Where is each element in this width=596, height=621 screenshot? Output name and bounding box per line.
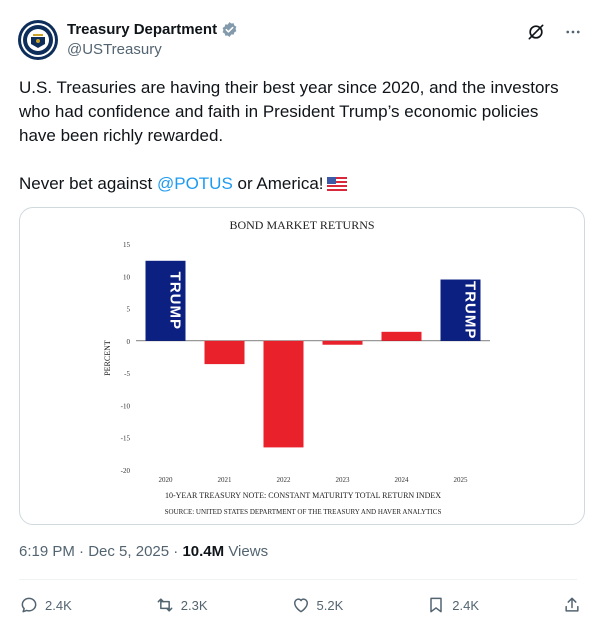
bar-label-2020: TRUMP bbox=[167, 272, 184, 330]
tweet-media-chart[interactable]: TRUMP TRUMP 15 10 5 0 -5 -10 -15 -20 2020 2021 2022… bbox=[19, 207, 585, 525]
share-button[interactable] bbox=[562, 595, 582, 615]
tweet-paragraph-2: Never bet against @POTUS or America! bbox=[19, 172, 579, 196]
author-info[interactable]: Treasury Department @USTreasury bbox=[67, 21, 238, 58]
x-tick-label: 2021 bbox=[218, 476, 233, 484]
bond-returns-chart: TRUMP TRUMP 15 10 5 0 -5 -10 -15 -20 2020 2021 2022… bbox=[103, 218, 490, 516]
like-count: 5.2K bbox=[316, 597, 344, 613]
tweet-text-prefix: Never bet against bbox=[19, 174, 157, 193]
y-tick-label: -10 bbox=[121, 402, 131, 410]
x-tick-label: 2022 bbox=[277, 476, 292, 484]
tweet-top-actions bbox=[526, 22, 582, 42]
bookmark-icon bbox=[430, 597, 442, 613]
display-name[interactable]: Treasury Department bbox=[67, 21, 238, 38]
reply-count: 2.4K bbox=[45, 597, 72, 613]
x-tick-label: 2023 bbox=[336, 476, 351, 484]
views-count: 10.4M bbox=[182, 543, 225, 560]
x-tick-label: 2025 bbox=[454, 476, 469, 484]
treasury-seal-icon bbox=[21, 23, 55, 57]
like-button[interactable]: 5.2K bbox=[291, 595, 344, 615]
bookmark-count: 2.4K bbox=[452, 597, 479, 613]
repost-count: 2.3K bbox=[180, 597, 208, 613]
reply-icon bbox=[21, 597, 37, 613]
x-tick-label: 2024 bbox=[395, 476, 410, 484]
views-label: Views bbox=[224, 543, 269, 560]
bar-2024 bbox=[381, 331, 422, 341]
bar-2025 bbox=[440, 279, 481, 341]
x-tick-label: 2020 bbox=[159, 476, 174, 484]
repost-button[interactable]: 2.3K bbox=[155, 595, 208, 615]
chart-xlabel: 10-YEAR TREASURY NOTE: CONSTANT MATURITY… bbox=[165, 491, 441, 500]
chart-title: BOND MARKET RETURNS bbox=[229, 218, 374, 232]
reply-button[interactable]: 2.4K bbox=[19, 595, 72, 615]
meta-separator-2: · bbox=[169, 543, 183, 560]
bar-label-2025: TRUMP bbox=[462, 281, 479, 339]
share-icon bbox=[565, 597, 579, 612]
heart-icon bbox=[293, 598, 308, 613]
tweet-time[interactable]: 6:19 PM bbox=[19, 543, 75, 560]
y-tick-label: 10 bbox=[123, 273, 131, 281]
tweet-paragraph-1: U.S. Treasuries are having their best ye… bbox=[19, 78, 559, 145]
display-name-text: Treasury Department bbox=[67, 21, 218, 38]
y-tick-label: 0 bbox=[127, 338, 131, 346]
chart-ylabel: PERCENT bbox=[103, 340, 112, 376]
us-flag-icon bbox=[326, 177, 347, 191]
y-tick-label: -5 bbox=[124, 370, 130, 378]
y-tick-label: 5 bbox=[127, 306, 131, 314]
bar-2021 bbox=[204, 340, 245, 365]
tweet-text-suffix: or America! bbox=[232, 174, 324, 193]
chart-source: SOURCE: UNITED STATES DEPARTMENT OF THE … bbox=[165, 508, 442, 516]
grok-icon[interactable] bbox=[526, 22, 546, 42]
tweet-date[interactable]: Dec 5, 2025 bbox=[88, 543, 170, 560]
verified-badge-icon bbox=[222, 22, 237, 37]
y-tick-label: -20 bbox=[121, 467, 131, 475]
action-bar: 2.4K 2.3K 5.2K 2.4K bbox=[19, 594, 582, 616]
divider bbox=[19, 579, 577, 580]
avatar[interactable] bbox=[18, 20, 58, 60]
bar-2020 bbox=[145, 260, 186, 341]
y-tick-label: 15 bbox=[123, 241, 131, 249]
mention-link[interactable]: @POTUS bbox=[156, 174, 233, 193]
meta-separator: · bbox=[74, 543, 89, 560]
more-options-icon[interactable] bbox=[564, 23, 582, 41]
repost-icon bbox=[157, 598, 173, 612]
y-tick-label: -15 bbox=[121, 435, 131, 443]
handle[interactable]: @USTreasury bbox=[67, 41, 162, 58]
bar-2023 bbox=[322, 340, 363, 345]
tweet-meta: 6:19 PM · Dec 5, 2025 · 10.4M Views bbox=[19, 543, 268, 560]
bar-2022 bbox=[263, 340, 304, 448]
bookmark-button[interactable]: 2.4K bbox=[426, 595, 479, 615]
tweet-text: U.S. Treasuries are having their best ye… bbox=[19, 76, 579, 196]
